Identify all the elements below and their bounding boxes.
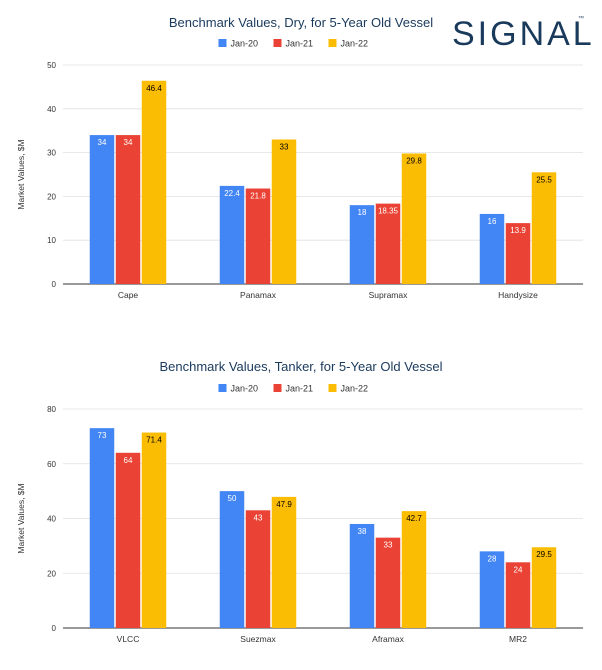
- x-category-label: Panamax: [240, 290, 277, 300]
- bar: [245, 510, 271, 628]
- y-tick-label: 50: [47, 61, 56, 70]
- bar-value-label: 21.8: [250, 192, 266, 201]
- chart-2: Benchmark Values, Tanker, for 5-Year Old…: [16, 359, 583, 644]
- bar: [271, 496, 297, 628]
- logo-text: SIGNAL: [452, 15, 595, 53]
- bar-value-label: 33: [280, 142, 289, 151]
- legend-swatch: [273, 39, 282, 47]
- bar-value-label: 33: [384, 541, 393, 550]
- x-category-label: Handysize: [498, 290, 538, 300]
- bar-value-label: 73: [98, 431, 107, 440]
- bar: [219, 185, 245, 284]
- legend-label: Jan-22: [341, 384, 369, 394]
- bar-value-label: 18: [358, 208, 367, 217]
- chart-title: Benchmark Values, Tanker, for 5-Year Old…: [159, 359, 442, 374]
- bar: [531, 547, 557, 628]
- y-tick-label: 0: [52, 280, 57, 289]
- bar-value-label: 29.8: [406, 156, 422, 165]
- bar: [531, 172, 557, 284]
- bar-value-label: 42.7: [406, 514, 422, 523]
- bar: [479, 551, 505, 628]
- bar: [349, 523, 375, 628]
- y-tick-label: 10: [47, 236, 56, 245]
- bar-value-label: 24: [514, 565, 523, 574]
- y-axis-label: Market Values, $M: [16, 483, 26, 553]
- y-tick-label: 40: [47, 515, 56, 524]
- bar: [375, 203, 401, 284]
- legend-swatch: [328, 384, 337, 392]
- bar-value-label: 47.9: [276, 500, 292, 509]
- bar-value-label: 22.4: [224, 189, 240, 198]
- bar: [375, 537, 401, 628]
- bar: [141, 80, 167, 284]
- bar: [401, 153, 427, 284]
- bar: [245, 188, 271, 284]
- bar-value-label: 34: [124, 138, 133, 147]
- bar: [505, 562, 531, 628]
- chart-legend: Jan-20 Jan-21 Jan-22: [218, 384, 369, 394]
- y-tick-label: 20: [47, 192, 56, 201]
- x-category-label: Cape: [118, 290, 139, 300]
- y-tick-label: 60: [47, 460, 56, 469]
- bar: [141, 432, 167, 628]
- bar: [479, 213, 505, 284]
- bar-value-label: 38: [358, 527, 367, 536]
- legend-label: Jan-21: [286, 39, 314, 49]
- bar: [219, 491, 245, 628]
- bar: [349, 205, 375, 284]
- y-tick-label: 20: [47, 569, 56, 578]
- signal-logo: SIGNAL ™: [452, 15, 595, 53]
- bar: [401, 511, 427, 628]
- bar-value-label: 18.35: [378, 207, 399, 216]
- bar-value-label: 29.5: [536, 550, 552, 559]
- bar: [89, 428, 115, 628]
- legend-label: Jan-20: [231, 384, 259, 394]
- y-tick-label: 0: [52, 624, 57, 633]
- bar-value-label: 28: [488, 554, 497, 563]
- legend-label: Jan-20: [231, 39, 259, 49]
- bar-value-label: 13.9: [510, 226, 526, 235]
- bar: [115, 452, 141, 628]
- y-tick-label: 80: [47, 405, 56, 414]
- legend-label: Jan-21: [286, 384, 314, 394]
- x-category-label: Aframax: [372, 634, 404, 644]
- x-category-label: Suezmax: [240, 634, 276, 644]
- bar: [89, 135, 115, 284]
- y-axis-label: Market Values, $M: [16, 139, 26, 209]
- bar-value-label: 50: [228, 494, 237, 503]
- bar-value-label: 46.4: [146, 84, 162, 93]
- legend-swatch: [218, 384, 227, 392]
- chart-legend: Jan-20 Jan-21 Jan-22: [218, 39, 369, 49]
- x-category-label: VLCC: [117, 634, 140, 644]
- bar-value-label: 16: [488, 217, 497, 226]
- bar: [115, 135, 141, 284]
- bar-value-label: 43: [254, 513, 263, 522]
- bar: [505, 223, 531, 284]
- y-tick-label: 30: [47, 149, 56, 158]
- chart-title: Benchmark Values, Dry, for 5-Year Old Ve…: [169, 15, 433, 30]
- legend-swatch: [218, 39, 227, 47]
- bar-value-label: 25.5: [536, 175, 552, 184]
- logo-trademark: ™: [578, 15, 584, 22]
- legend-swatch: [328, 39, 337, 47]
- bar: [271, 139, 297, 284]
- x-category-label: Supramax: [369, 290, 408, 300]
- y-tick-label: 40: [47, 105, 56, 114]
- x-category-label: MR2: [509, 634, 527, 644]
- legend-label: Jan-22: [341, 39, 369, 49]
- bar-value-label: 71.4: [146, 436, 162, 445]
- bar-value-label: 64: [124, 456, 133, 465]
- bar-value-label: 34: [98, 138, 107, 147]
- legend-swatch: [273, 384, 282, 392]
- chart-1: Benchmark Values, Dry, for 5-Year Old Ve…: [16, 15, 583, 300]
